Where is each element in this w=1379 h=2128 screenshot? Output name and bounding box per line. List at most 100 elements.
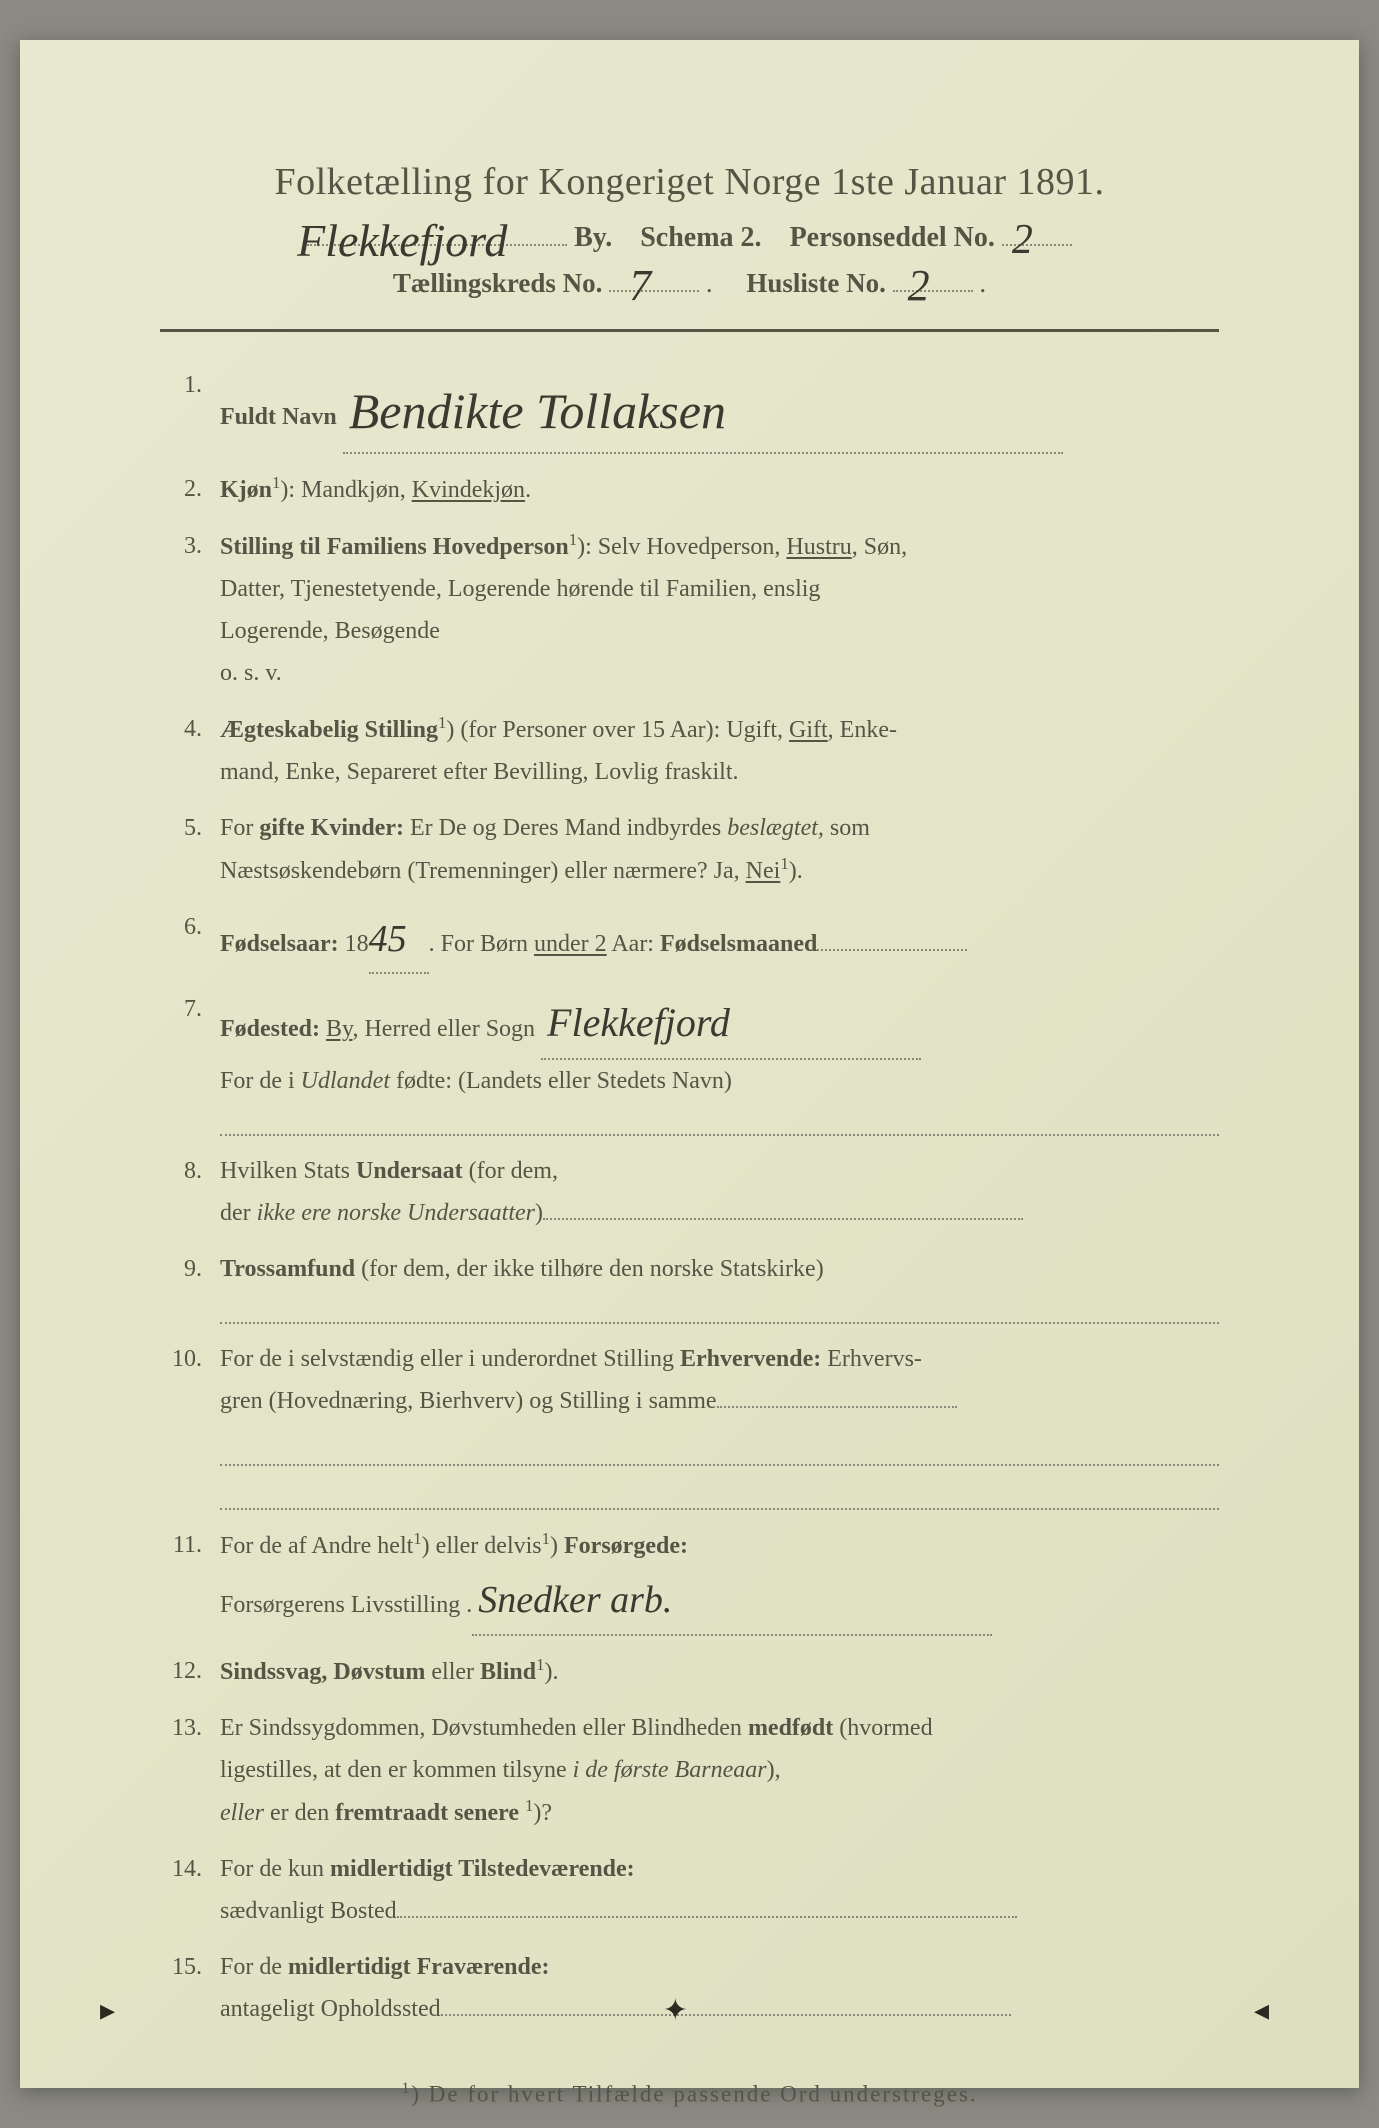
item-12: 12. Sindssvag, Døvstum eller Blind1).	[160, 1650, 1219, 1693]
city-handwritten: Flekkefjord	[297, 214, 507, 267]
item-14-num: 14.	[160, 1848, 220, 1932]
period-2: .	[979, 268, 986, 298]
husliste-field: 2	[893, 290, 973, 292]
item-5-underlined: Nei	[746, 858, 781, 884]
item-2-underlined: Kvindekjøn	[412, 477, 525, 503]
item-3-l1b: , Søn,	[852, 534, 907, 560]
item-15-field	[441, 2014, 1011, 2016]
item-7-label: Fødested:	[220, 1016, 320, 1042]
schema-label: Schema 2.	[640, 222, 761, 253]
item-8-l1: Hvilken Stats	[220, 1158, 356, 1184]
item-4-num: 4.	[160, 708, 220, 793]
item-10-num: 10.	[160, 1338, 220, 1510]
item-10-l1: For de i selvstændig eller i underordnet…	[220, 1346, 680, 1372]
item-15: 15. For de midlertidigt Fraværende: anta…	[160, 1946, 1219, 2030]
item-10-l2: gren (Hovednæring, Bierhverv) og Stillin…	[220, 1388, 717, 1414]
item-12-t1: eller	[425, 1659, 480, 1685]
item-8-l1b: (for dem,	[463, 1158, 558, 1184]
item-7: 7. Fødested: By, Herred eller Sogn Flekk…	[160, 988, 1219, 1136]
item-1-label: Fuldt Navn	[220, 404, 337, 430]
item-5-body: For gifte Kvinder: Er De og Deres Mand i…	[220, 807, 1219, 892]
item-11-l1b: ) eller delvis	[422, 1533, 542, 1559]
form-title: Folketælling for Kongeriget Norge 1ste J…	[160, 160, 1219, 204]
item-10-blank2	[220, 1486, 1219, 1510]
item-3-body: Stilling til Familiens Hovedperson1): Se…	[220, 525, 1219, 694]
item-11-sup2: 1	[542, 1529, 550, 1548]
item-6: 6. Fødselsaar: 1845. For Børn under 2 Aa…	[160, 906, 1219, 975]
taellingskreds-label: Tællingskreds No.	[393, 268, 603, 298]
item-13-l3a: eller	[220, 1800, 264, 1826]
item-3-underlined: Hustru	[786, 534, 851, 560]
city-field: Flekkefjord	[307, 244, 567, 246]
item-11-num: 11.	[160, 1524, 220, 1636]
footnote-sup: 1	[401, 2080, 411, 2097]
item-15-l1: For de	[220, 1954, 288, 1980]
husliste-no: 2	[908, 260, 930, 311]
item-7-num: 7.	[160, 988, 220, 1136]
item-13-it1: i de første Barneaar	[573, 1757, 767, 1783]
item-5-num: 5.	[160, 807, 220, 892]
item-12-bold: Sindssvag, Døvstum	[220, 1659, 425, 1685]
item-11-l1: For de af Andre helt	[220, 1533, 413, 1559]
item-14-l1: For de kun	[220, 1856, 330, 1882]
census-form-page: Folketælling for Kongeriget Norge 1ste J…	[20, 40, 1359, 2088]
item-3-num: 3.	[160, 525, 220, 694]
item-9-text: (for dem, der ikke tilhøre den norske St…	[355, 1256, 824, 1282]
item-13-l2a: ligestilles, at den er kommen tilsyne	[220, 1757, 573, 1783]
item-13: 13. Er Sindssygdommen, Døvstumheden elle…	[160, 1707, 1219, 1834]
item-1: 1. Fuldt Navn Bendikte Tollaksen	[160, 364, 1219, 454]
item-11-body: For de af Andre helt1) eller delvis1) Fo…	[220, 1524, 1219, 1636]
item-7-t1: , Herred eller Sogn	[352, 1016, 535, 1042]
item-3: 3. Stilling til Familiens Hovedperson1):…	[160, 525, 1219, 694]
item-7-by: By	[326, 1016, 352, 1042]
item-10-blank1	[220, 1442, 1219, 1466]
personseddel-no-field: 2	[1002, 244, 1072, 246]
item-1-body: Fuldt Navn Bendikte Tollaksen	[220, 364, 1219, 454]
item-10-field1	[717, 1406, 957, 1408]
item-2-body: Kjøn1): Mandkjøn, Kvindekjøn.	[220, 468, 1219, 511]
item-13-l1b: (hvormed	[833, 1715, 932, 1741]
item-2-after: .	[525, 477, 531, 503]
item-11-bold: Forsørgede:	[564, 1533, 688, 1559]
item-1-num: 1.	[160, 364, 220, 454]
no-label-1: No.	[954, 222, 995, 253]
item-11-l2: Forsørgerens Livsstilling .	[220, 1592, 472, 1618]
item-14-bold: midlertidigt Tilstedeværende:	[330, 1856, 635, 1882]
item-13-b1: medfødt	[748, 1715, 833, 1741]
item-13-l3c: )?	[533, 1800, 552, 1826]
item-6-t2: . For Børn	[429, 931, 534, 957]
item-4-l1b: , Enke-	[828, 717, 897, 743]
year-field: 45	[369, 906, 429, 975]
item-10-body: For de i selvstændig eller i underordnet…	[220, 1338, 1219, 1510]
item-12-t2: ).	[544, 1659, 558, 1685]
item-5-it1: beslægtet,	[727, 815, 824, 841]
name-handwritten: Bendikte Tollaksen	[349, 383, 726, 439]
item-2-num: 2.	[160, 468, 220, 511]
item-14: 14. For de kun midlertidigt Tilstedevære…	[160, 1848, 1219, 1932]
item-3-l2: Datter, Tjenestetyende, Logerende hørend…	[220, 576, 820, 602]
item-5-l2b: ).	[789, 858, 803, 884]
item-2-text: ): Mandkjøn,	[280, 477, 411, 503]
item-8-field	[543, 1218, 1023, 1220]
personseddel-label: Personseddel	[790, 222, 947, 253]
item-15-l2: antageligt Opholdssted	[220, 1996, 441, 2022]
taellingskreds-field: 7	[609, 290, 699, 292]
footnote: 1) De for hvert Tilfælde passende Ord un…	[160, 2080, 1219, 2108]
item-7-l2a: For de i	[220, 1068, 301, 1094]
item-9: 9. Trossamfund (for dem, der ikke tilhør…	[160, 1248, 1219, 1324]
item-9-blank	[220, 1300, 1219, 1324]
item-8-num: 8.	[160, 1150, 220, 1234]
item-13-l2b: ),	[767, 1757, 781, 1783]
item-3-l4: o. s. v.	[220, 660, 282, 686]
birthplace-field: Flekkefjord	[541, 988, 921, 1060]
item-5-l1: For	[220, 815, 259, 841]
item-5-l2a: Næstsøskendebørn (Tremenninger) eller næ…	[220, 858, 746, 884]
item-12-bold2: Blind	[480, 1659, 536, 1685]
item-5-l1b: Er De og Deres Mand indbyrdes	[404, 815, 727, 841]
item-6-prefix: 18	[345, 931, 369, 957]
item-9-body: Trossamfund (for dem, der ikke tilhøre d…	[220, 1248, 1219, 1324]
item-5-l1c: som	[824, 815, 870, 841]
item-8-bold: Undersaat	[356, 1158, 463, 1184]
item-11-field: Snedker arb.	[472, 1567, 992, 1636]
item-9-bold: Trossamfund	[220, 1256, 355, 1282]
